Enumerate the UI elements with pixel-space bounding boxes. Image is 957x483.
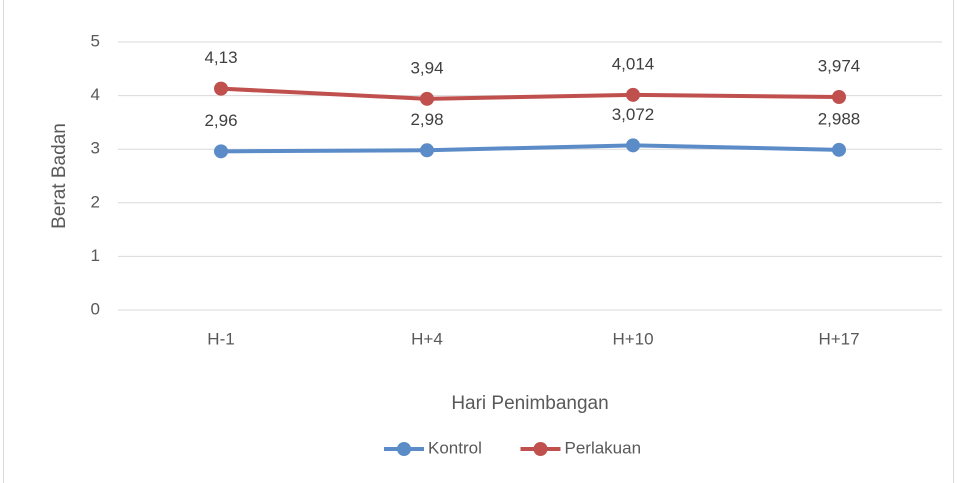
point-marker (420, 143, 434, 157)
point-marker (832, 143, 846, 157)
data-label: 4,014 (612, 54, 655, 73)
point-marker (626, 138, 640, 152)
point-marker (832, 90, 846, 104)
point-marker (626, 88, 640, 102)
legend-label: Kontrol (428, 438, 482, 457)
point-marker (214, 144, 228, 158)
chart: Berat Badan Hari Penimbangan 0 1 2 3 4 5 H-1 H+… (0, 0, 957, 483)
data-label: 4,13 (204, 48, 237, 67)
series-line (221, 89, 839, 99)
x-axis-label: Hari Penimbangan (451, 393, 608, 414)
legend-marker (534, 442, 548, 456)
page: {"chart_data": {"type": "line", "x_label… (0, 0, 957, 483)
y-axis-label: Berat Badan (49, 123, 70, 229)
y-tick-label: 3 (91, 139, 100, 158)
x-tick-label: H+17 (818, 329, 859, 348)
x-tick-label: H-1 (207, 329, 234, 348)
legend-label: Perlakuan (565, 438, 642, 457)
legend-marker (397, 442, 411, 456)
y-tick-label: 1 (91, 246, 100, 265)
data-label: 2,98 (410, 110, 443, 129)
data-label: 3,94 (410, 58, 443, 77)
y-tick-label: 2 (91, 192, 100, 211)
y-tick-label: 0 (91, 299, 100, 318)
data-label: 2,988 (818, 109, 861, 128)
point-marker (214, 82, 228, 96)
x-tick-label: H+4 (411, 329, 443, 348)
x-tick-label: H+10 (612, 329, 653, 348)
data-label: 3,072 (612, 105, 655, 124)
y-tick-label: 4 (91, 85, 100, 104)
point-marker (420, 92, 434, 106)
data-label: 3,974 (818, 56, 861, 75)
series-line (221, 145, 839, 151)
data-label: 2,96 (204, 111, 237, 130)
y-tick-label: 5 (91, 31, 100, 50)
